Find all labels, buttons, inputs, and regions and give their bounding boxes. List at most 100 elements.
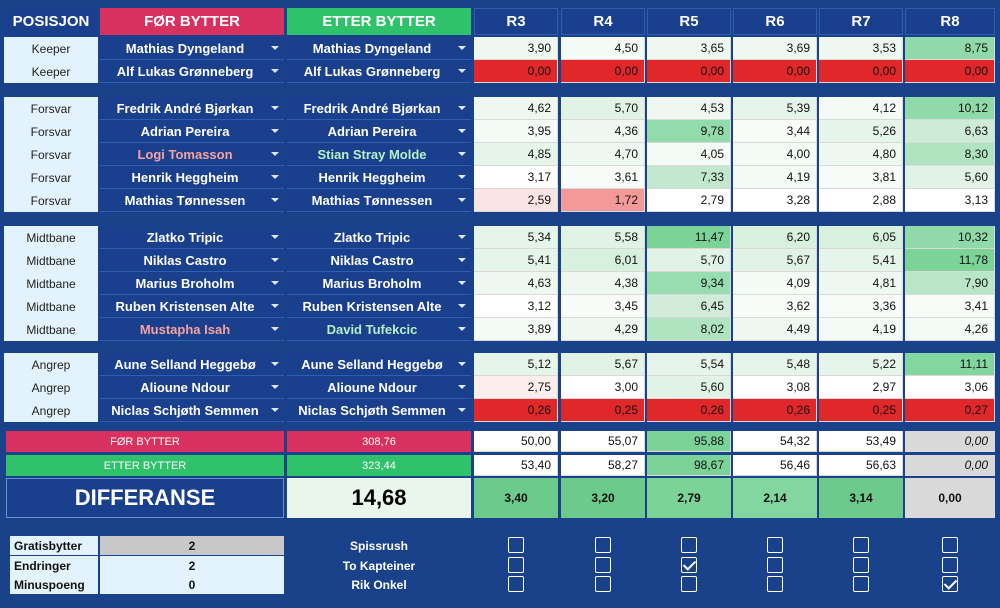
player-after-select[interactable]: Niklas Castro [287, 249, 471, 272]
player-after-select[interactable]: Adrian Pereira [287, 120, 471, 143]
chip-checkbox[interactable] [942, 557, 958, 573]
summary-value: 0,00 [964, 434, 988, 448]
bottom-value: 2 [100, 536, 284, 555]
player-after-select[interactable]: Henrik Heggheim [287, 166, 471, 189]
player-after-select[interactable]: Alf Lukas Grønneberg [287, 60, 471, 83]
player-after-select[interactable]: Mathias Dyngeland [287, 37, 471, 60]
points-value: 0,00 [872, 64, 896, 78]
player-after-select[interactable]: Niclas Schjøth Semmen [287, 399, 471, 422]
chevron-down-icon[interactable] [458, 304, 466, 308]
chevron-down-icon[interactable] [271, 327, 279, 331]
position-label: Keeper [31, 41, 71, 56]
chip-checkbox[interactable] [595, 576, 611, 592]
chevron-down-icon[interactable] [271, 69, 279, 73]
player-name: Aune Selland Heggebø [114, 356, 256, 372]
chip-checkbox[interactable] [508, 576, 524, 592]
chevron-down-icon[interactable] [458, 385, 466, 389]
player-before-select[interactable]: Niclas Schjøth Semmen [100, 399, 284, 422]
chevron-down-icon[interactable] [271, 362, 279, 366]
chevron-down-icon[interactable] [271, 129, 279, 133]
chevron-down-icon[interactable] [458, 327, 466, 331]
player-after-select[interactable]: Aune Selland Heggebø [287, 353, 471, 376]
points-cell: 3,17 [474, 166, 558, 189]
diff-label-text: DIFFERANSE [74, 485, 216, 510]
points-value: 0,00 [786, 64, 810, 78]
player-before-select[interactable]: Ruben Kristensen Alte [100, 295, 284, 318]
points-value: 0,27 [964, 403, 988, 417]
player-before-select[interactable]: Zlatko Tripic [100, 226, 284, 249]
player-name: Niklas Castro [330, 252, 414, 268]
chevron-down-icon[interactable] [458, 106, 466, 110]
chevron-down-icon[interactable] [271, 408, 279, 412]
chip-checkbox[interactable] [853, 557, 869, 573]
player-before-select[interactable]: Logi Tomasson [100, 143, 284, 166]
points-value: 3,95 [527, 124, 551, 138]
chip-checkbox[interactable] [595, 557, 611, 573]
points-value: 4,00 [786, 147, 810, 161]
player-before-select[interactable]: Adrian Pereira [100, 120, 284, 143]
chip-checkbox[interactable] [767, 537, 783, 553]
chevron-down-icon[interactable] [271, 152, 279, 156]
player-after-select[interactable]: David Tufekcic [287, 318, 471, 341]
chip-checkbox[interactable] [942, 575, 958, 592]
chip-checkbox[interactable] [681, 556, 697, 573]
player-before-select[interactable]: Mathias Dyngeland [100, 37, 284, 60]
chevron-down-icon[interactable] [458, 129, 466, 133]
points-value: 0,25 [614, 403, 638, 417]
chip-checkbox[interactable] [767, 576, 783, 592]
player-after-select[interactable]: Mathias Tønnessen [287, 189, 471, 212]
chevron-down-icon[interactable] [458, 198, 466, 202]
player-after-select[interactable]: Zlatko Tripic [287, 226, 471, 249]
chevron-down-icon[interactable] [458, 362, 466, 366]
position-cell: Forsvar [4, 120, 98, 143]
chip-checkbox[interactable] [942, 537, 958, 553]
chip-checkbox[interactable] [508, 537, 524, 553]
chevron-down-icon[interactable] [458, 258, 466, 262]
chevron-down-icon[interactable] [271, 258, 279, 262]
chevron-down-icon[interactable] [271, 46, 279, 50]
chevron-down-icon[interactable] [271, 304, 279, 308]
points-value: 11,47 [694, 230, 724, 244]
points-value: 4,12 [872, 101, 896, 115]
chevron-down-icon[interactable] [458, 69, 466, 73]
chevron-down-icon[interactable] [458, 408, 466, 412]
chevron-down-icon[interactable] [271, 385, 279, 389]
chevron-down-icon[interactable] [458, 46, 466, 50]
player-after-select[interactable]: Ruben Kristensen Alte [287, 295, 471, 318]
chevron-down-icon[interactable] [458, 175, 466, 179]
chip-checkbox[interactable] [508, 557, 524, 573]
chevron-down-icon[interactable] [271, 198, 279, 202]
player-after-select[interactable]: Marius Broholm [287, 272, 471, 295]
position-label: Angrep [31, 403, 71, 418]
chevron-down-icon[interactable] [271, 281, 279, 285]
player-before-select[interactable]: Alf Lukas Grønneberg [100, 60, 284, 83]
points-cell: 3,06 [905, 376, 995, 399]
player-before-select[interactable]: Niklas Castro [100, 249, 284, 272]
player-before-select[interactable]: Alioune Ndour [100, 376, 284, 399]
chevron-down-icon[interactable] [458, 152, 466, 156]
points-value: 10,12 [957, 101, 988, 115]
chip-checkbox[interactable] [595, 537, 611, 553]
player-before-select[interactable]: Mathias Tønnessen [100, 189, 284, 212]
chevron-down-icon[interactable] [458, 235, 466, 239]
chip-checkbox[interactable] [681, 576, 697, 592]
player-after-select[interactable]: Alioune Ndour [287, 376, 471, 399]
player-before-select[interactable]: Henrik Heggheim [100, 166, 284, 189]
chevron-down-icon[interactable] [271, 106, 279, 110]
summary-label: ETTER BYTTER [103, 459, 187, 472]
chip-checkbox[interactable] [853, 576, 869, 592]
player-before-select[interactable]: Fredrik André Bjørkan [100, 97, 284, 120]
player-before-select[interactable]: Aune Selland Heggebø [100, 353, 284, 376]
chip-checkbox[interactable] [853, 537, 869, 553]
player-before-select[interactable]: Mustapha Isah [100, 318, 284, 341]
player-after-select[interactable]: Stian Stray Molde [287, 143, 471, 166]
chevron-down-icon[interactable] [271, 175, 279, 179]
chip-checkbox[interactable] [681, 537, 697, 553]
chevron-down-icon[interactable] [458, 281, 466, 285]
chip-checkbox[interactable] [767, 557, 783, 573]
player-before-select[interactable]: Marius Broholm [100, 272, 284, 295]
player-after-select[interactable]: Fredrik André Bjørkan [287, 97, 471, 120]
chevron-down-icon[interactable] [271, 235, 279, 239]
chip-name: Spissrush [349, 538, 409, 553]
position-cell: Midtbane [4, 226, 98, 249]
